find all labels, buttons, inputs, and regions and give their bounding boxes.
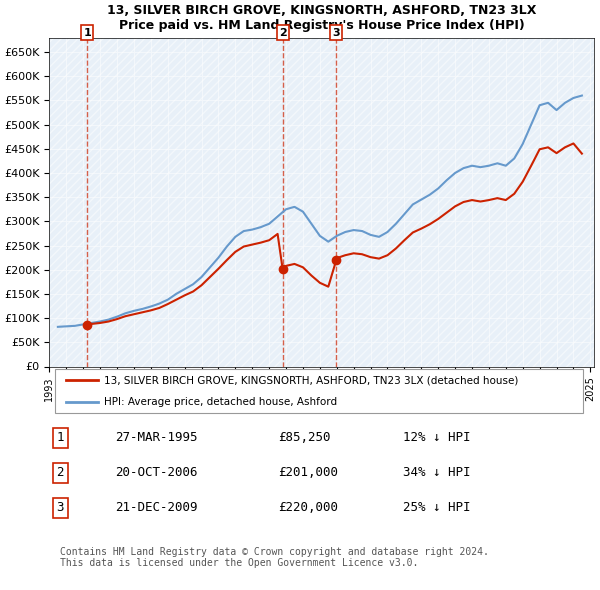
- Text: 1: 1: [56, 431, 64, 444]
- Text: £85,250: £85,250: [278, 431, 331, 444]
- Title: 13, SILVER BIRCH GROVE, KINGSNORTH, ASHFORD, TN23 3LX
Price paid vs. HM Land Reg: 13, SILVER BIRCH GROVE, KINGSNORTH, ASHF…: [107, 4, 536, 32]
- Text: 2: 2: [56, 466, 64, 480]
- Text: 25% ↓ HPI: 25% ↓ HPI: [403, 502, 471, 514]
- Text: 13, SILVER BIRCH GROVE, KINGSNORTH, ASHFORD, TN23 3LX (detached house): 13, SILVER BIRCH GROVE, KINGSNORTH, ASHF…: [104, 375, 518, 385]
- Text: 3: 3: [56, 502, 64, 514]
- Text: 21-DEC-2009: 21-DEC-2009: [115, 502, 197, 514]
- Text: £220,000: £220,000: [278, 502, 338, 514]
- FancyBboxPatch shape: [55, 369, 583, 414]
- Text: 2: 2: [279, 28, 287, 38]
- Text: 1: 1: [83, 28, 91, 38]
- Text: 20-OCT-2006: 20-OCT-2006: [115, 466, 197, 480]
- Text: 27-MAR-1995: 27-MAR-1995: [115, 431, 197, 444]
- Text: 34% ↓ HPI: 34% ↓ HPI: [403, 466, 471, 480]
- Text: 12% ↓ HPI: 12% ↓ HPI: [403, 431, 471, 444]
- Text: £201,000: £201,000: [278, 466, 338, 480]
- Text: 3: 3: [332, 28, 340, 38]
- Text: Contains HM Land Registry data © Crown copyright and database right 2024.
This d: Contains HM Land Registry data © Crown c…: [60, 546, 489, 568]
- Text: HPI: Average price, detached house, Ashford: HPI: Average price, detached house, Ashf…: [104, 397, 337, 407]
